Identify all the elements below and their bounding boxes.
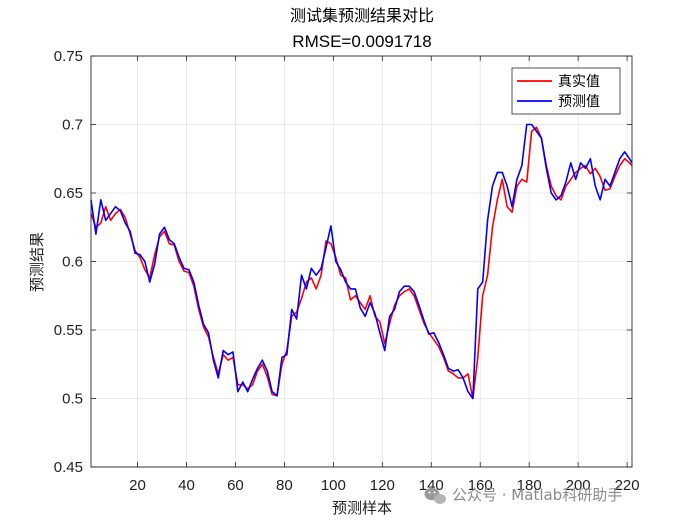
- chart-title: 测试集预测结果对比: [290, 6, 434, 25]
- series-line-predicted: [90, 123, 633, 400]
- x-axis-ticks: 20 40 60 80 100 120 140 160 180 200 220: [129, 56, 640, 494]
- legend: 真实值 预测值: [511, 67, 621, 115]
- chart-subtitle: RMSE=0.0091718: [292, 32, 431, 51]
- x-tick-label: 20: [129, 477, 146, 494]
- y-tick-label: 0.6: [62, 254, 83, 271]
- x-tick-label: 220: [615, 477, 640, 494]
- y-axis-ticks: 0.45 0.5 0.55 0.6 0.65 0.7 0.75: [54, 48, 632, 476]
- legend-label-predicted: 预测值: [558, 94, 600, 110]
- x-axis-label: 预测样本: [332, 499, 392, 517]
- wechat-icon: [424, 487, 446, 504]
- series-layer: [90, 123, 633, 400]
- y-tick-label: 0.75: [54, 48, 83, 65]
- x-tick-label: 60: [227, 477, 244, 494]
- y-tick-label: 0.55: [54, 322, 83, 339]
- legend-box: [511, 67, 621, 115]
- y-axis-label: 预测结果: [28, 232, 46, 292]
- x-tick-label: 200: [566, 477, 591, 494]
- y-tick-label: 0.7: [62, 117, 83, 134]
- y-tick-label: 0.65: [54, 185, 83, 202]
- x-tick-label: 80: [276, 477, 293, 494]
- x-tick-label: 160: [468, 477, 493, 494]
- legend-label-true: 真实值: [558, 74, 600, 90]
- x-tick-label: 100: [321, 477, 346, 494]
- x-tick-label: 140: [419, 477, 444, 494]
- x-tick-label: 40: [178, 477, 195, 494]
- x-tick-label: 120: [370, 477, 395, 494]
- y-tick-label: 0.5: [62, 391, 83, 408]
- x-tick-label: 180: [517, 477, 542, 494]
- watermark-text: 公众号 · Matlab科研助手: [452, 486, 622, 504]
- watermark: 公众号 · Matlab科研助手: [424, 486, 622, 504]
- y-tick-label: 0.45: [54, 459, 83, 476]
